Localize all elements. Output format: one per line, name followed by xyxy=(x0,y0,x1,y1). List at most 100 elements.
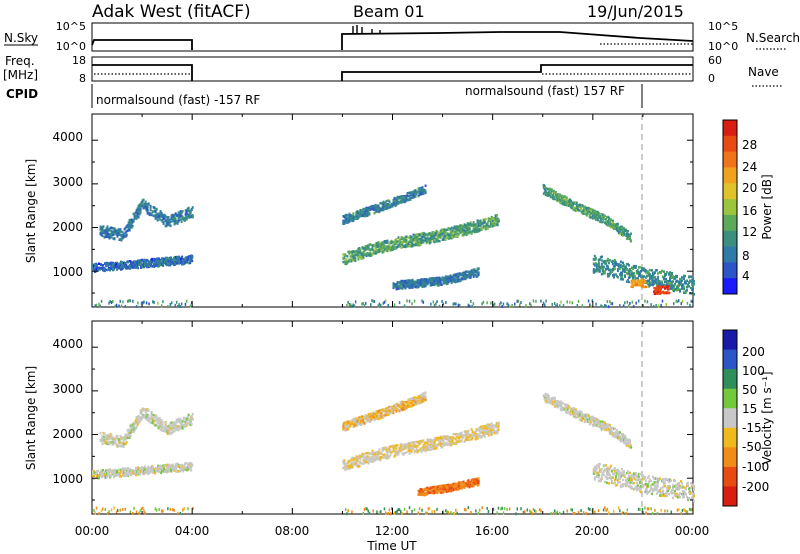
power-cell xyxy=(114,304,116,308)
nave-tick-bottom: 0 xyxy=(708,72,715,85)
power-cell xyxy=(693,280,695,283)
power-cell xyxy=(417,235,420,239)
velocity-cell xyxy=(410,448,413,451)
velocity-cell xyxy=(492,424,495,427)
power-cell xyxy=(665,303,667,306)
power-cell xyxy=(549,195,552,199)
power-cell xyxy=(653,271,656,274)
velocity-cell xyxy=(167,424,170,428)
power-cell xyxy=(422,234,425,237)
power-cell xyxy=(346,261,349,265)
power-cell xyxy=(406,244,409,247)
velocity-cell xyxy=(93,474,95,478)
power-cell xyxy=(160,260,163,263)
power-cell xyxy=(104,269,106,273)
power-cell xyxy=(519,303,521,307)
power-cell xyxy=(611,219,614,223)
power-cell xyxy=(162,300,164,304)
power-cell xyxy=(128,299,130,303)
power-cell xyxy=(664,287,667,290)
velocity-cell xyxy=(187,467,190,471)
velocity-cell xyxy=(478,433,481,436)
velocity-cell xyxy=(112,471,114,475)
power-cell xyxy=(164,259,167,262)
power-cell xyxy=(485,222,488,226)
velocity-cell xyxy=(405,451,408,454)
power-cell xyxy=(385,299,387,303)
power-cell xyxy=(608,273,611,276)
velocity-cell xyxy=(484,431,487,434)
power-cell xyxy=(576,304,579,307)
power-cell xyxy=(165,219,168,222)
power-cell xyxy=(459,228,462,232)
power-cell xyxy=(583,205,586,208)
power-cell xyxy=(459,279,462,282)
velocity-cell xyxy=(409,441,412,445)
power-cell xyxy=(483,220,486,223)
power-cell xyxy=(594,269,597,273)
velocity-cell xyxy=(350,458,353,461)
power-cell xyxy=(147,262,150,266)
power-cell xyxy=(497,218,500,221)
power-cell xyxy=(147,202,150,205)
power-cell xyxy=(625,268,628,272)
velocity-cell xyxy=(382,456,385,459)
power-cell xyxy=(629,274,632,278)
power-cell xyxy=(187,206,190,210)
power-cell xyxy=(640,269,643,272)
power-cell xyxy=(388,200,391,203)
velocity-cell xyxy=(452,436,455,440)
power-cell xyxy=(631,279,635,282)
power-cell xyxy=(670,274,672,277)
velocity-cell xyxy=(451,440,454,444)
velocity-cell xyxy=(405,446,408,449)
power-cell xyxy=(472,302,475,306)
power-cell xyxy=(495,214,498,217)
power-cell xyxy=(470,232,473,235)
velocity-cell xyxy=(483,435,486,438)
velocity-cell xyxy=(119,435,122,438)
power-cell xyxy=(119,299,121,303)
power-cell xyxy=(525,304,527,308)
velocity-cell xyxy=(136,423,139,426)
velocity-cell xyxy=(181,423,184,427)
power-cell xyxy=(600,259,603,262)
velocity-cell xyxy=(177,417,180,421)
velocity-cell xyxy=(398,447,401,450)
velocity-cell xyxy=(184,466,187,469)
power-cell xyxy=(619,304,621,308)
power-cell xyxy=(643,285,646,289)
power-cell xyxy=(644,276,647,279)
power-cell xyxy=(613,258,616,262)
power-cell xyxy=(619,260,622,263)
power-cell xyxy=(564,198,567,201)
power-cell xyxy=(414,190,417,194)
power-cell xyxy=(187,209,190,212)
power-cell xyxy=(167,305,169,308)
power-cell xyxy=(547,191,550,194)
power-cell xyxy=(349,303,352,307)
power-cell xyxy=(551,195,554,198)
velocity-cell xyxy=(169,427,172,430)
power-cell xyxy=(95,303,98,307)
velocity-cell xyxy=(449,436,452,439)
velocity-cell xyxy=(179,464,182,467)
power-cell xyxy=(375,242,378,246)
power-cell xyxy=(381,246,384,249)
power-cell xyxy=(156,219,159,222)
power-cell xyxy=(628,268,631,271)
power-cell xyxy=(126,225,129,228)
power-cell xyxy=(191,259,194,263)
power-cell xyxy=(365,206,368,210)
power-cell xyxy=(116,232,119,235)
power-cell xyxy=(178,303,180,307)
power-cell xyxy=(487,217,490,220)
power-cell xyxy=(653,286,656,290)
velocity-cell xyxy=(433,437,436,440)
power-cell xyxy=(384,241,387,244)
power-cell xyxy=(388,242,391,245)
power-cell xyxy=(550,189,553,193)
power-cell xyxy=(644,299,646,303)
velocity-cell xyxy=(173,429,176,433)
power-cell xyxy=(484,217,487,221)
